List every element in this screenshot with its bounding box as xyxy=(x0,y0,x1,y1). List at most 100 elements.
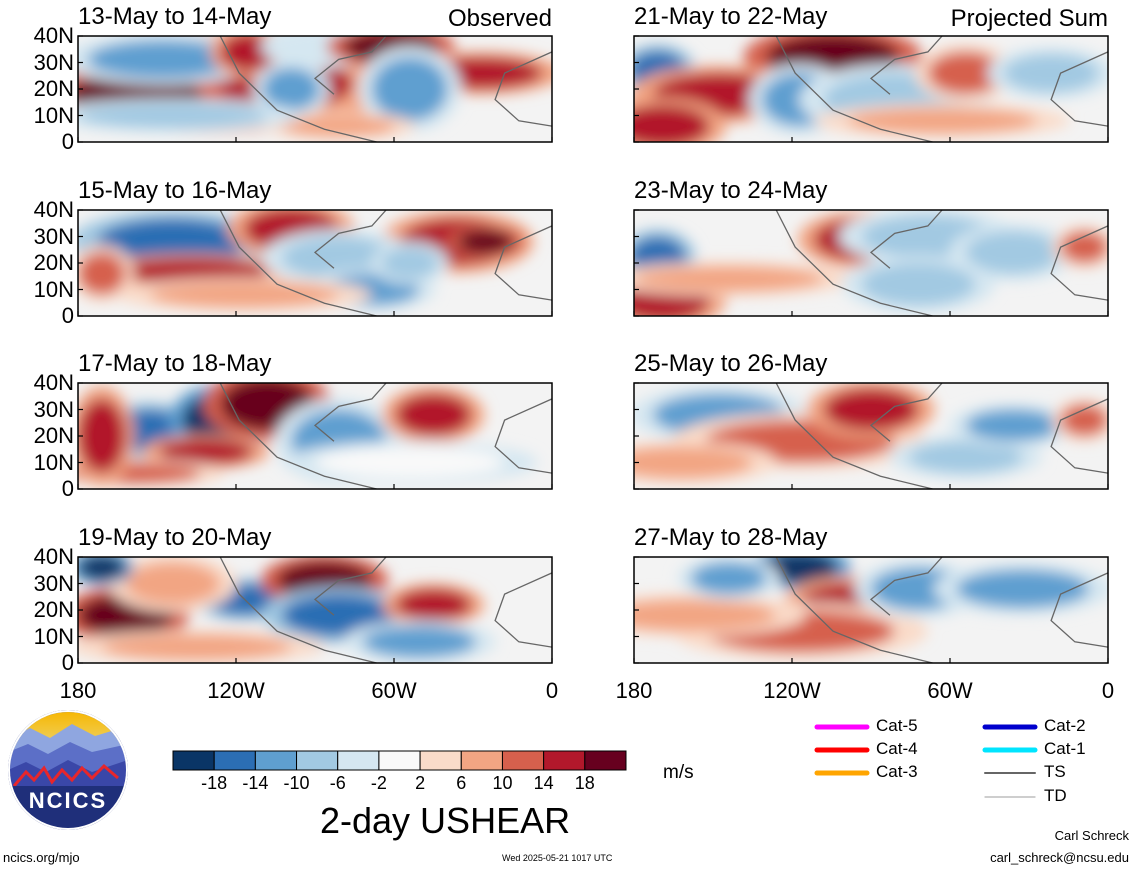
colorbar-swatch xyxy=(378,750,421,771)
shading-core xyxy=(87,40,240,79)
map-panel xyxy=(77,209,553,317)
map-panel xyxy=(77,382,553,490)
shading-core xyxy=(395,588,472,621)
map-panel xyxy=(77,556,553,664)
footer-site: ncics.org/mjo xyxy=(3,850,80,865)
lat-tick-label: 0 xyxy=(61,476,74,501)
storm-legend-label: Cat-1 xyxy=(1044,739,1086,758)
panel-title: 25-May to 26-May xyxy=(634,350,828,377)
storm-legend xyxy=(814,724,1038,798)
shading-core xyxy=(78,102,268,129)
colorbar-label: 10 xyxy=(492,773,513,793)
lat-tick-label: 20N xyxy=(33,597,74,622)
colorbar-label: 2 xyxy=(415,773,426,793)
storm-legend-label: Cat-3 xyxy=(876,762,918,781)
storm-legend-label: Cat-4 xyxy=(876,739,918,758)
panel-title: 13-May to 14-May xyxy=(78,3,272,30)
colorbar-label: 6 xyxy=(456,773,467,793)
map-panel xyxy=(633,556,1109,664)
column-tag: Observed xyxy=(447,5,552,32)
map-panel xyxy=(633,382,1109,490)
colorbar-swatch xyxy=(584,750,627,771)
ncics-logo xyxy=(8,710,128,830)
panel-title: 17-May to 18-May xyxy=(78,350,272,377)
lat-tick-label: 40N xyxy=(33,370,74,395)
lon-tick-label: 120W xyxy=(207,678,265,703)
coastline xyxy=(219,210,552,316)
map-panel xyxy=(77,35,553,143)
lon-tick-label: 60W xyxy=(371,678,417,703)
coastline xyxy=(219,557,552,663)
colorbar-swatch xyxy=(543,750,586,771)
colorbar-swatch xyxy=(254,750,298,771)
lat-tick-label: 40N xyxy=(33,197,74,222)
footer-timestamp: Wed 2025-05-21 1017 UTC xyxy=(502,853,613,863)
shading-core xyxy=(158,439,254,465)
colorbar-swatch xyxy=(501,750,545,771)
lon-tick-label: 180 xyxy=(615,678,653,703)
shading-core xyxy=(281,594,396,637)
shading-core xyxy=(634,599,777,632)
shading-core xyxy=(956,569,1090,608)
coastline xyxy=(775,557,1108,663)
shading-core xyxy=(847,108,1037,134)
panel-title: 21-May to 22-May xyxy=(634,3,828,30)
lat-tick-label: 30N xyxy=(33,396,74,422)
lat-tick-label: 10N xyxy=(33,102,74,128)
panel-title: 19-May to 20-May xyxy=(78,524,272,551)
storm-legend-label: Cat-2 xyxy=(1044,716,1086,735)
map-panel xyxy=(633,209,1109,317)
lat-tick-label: 10N xyxy=(33,623,74,649)
chart-title: 2-day USHEAR xyxy=(320,800,571,841)
logo-text: NCICS xyxy=(28,788,108,813)
lon-tick-label: 180 xyxy=(59,678,97,703)
lat-tick-label: 10N xyxy=(33,276,74,302)
lon-tick-label: 60W xyxy=(927,678,973,703)
colorbar xyxy=(172,750,627,771)
colorbar-label: -2 xyxy=(370,773,387,793)
shading-core xyxy=(1060,404,1108,436)
lat-tick-label: 30N xyxy=(33,223,74,249)
coastline xyxy=(219,36,552,142)
coastline xyxy=(775,383,1108,489)
shading-core xyxy=(634,446,753,479)
lat-tick-label: 10N xyxy=(33,449,74,475)
footer-author: Carl Schreck xyxy=(1054,828,1129,843)
lon-tick-label: 0 xyxy=(545,678,559,703)
shading-core xyxy=(101,634,292,660)
colorbar-swatch xyxy=(213,750,256,771)
panel-title: 27-May to 28-May xyxy=(634,524,828,551)
shading-core xyxy=(1060,231,1108,263)
storm-legend-label: TD xyxy=(1044,786,1067,805)
coastline xyxy=(219,383,552,489)
shading-core xyxy=(149,282,339,308)
coastline xyxy=(775,210,1108,316)
map-panel xyxy=(633,35,1109,143)
shading-core xyxy=(125,562,221,605)
shading-core xyxy=(262,67,320,111)
shading-core xyxy=(634,266,824,292)
colorbar-swatch xyxy=(419,750,462,771)
shading-core xyxy=(965,231,1061,274)
shading-core xyxy=(78,557,126,581)
shading-core xyxy=(761,557,838,584)
shading-core xyxy=(281,115,396,137)
lat-tick-label: 40N xyxy=(33,23,74,48)
lat-tick-label: 20N xyxy=(33,250,74,275)
coastline xyxy=(775,36,1108,142)
lat-tick-label: 0 xyxy=(61,650,74,675)
panel-title: 15-May to 16-May xyxy=(78,177,272,204)
storm-legend-label: Cat-5 xyxy=(876,716,918,735)
shading-core xyxy=(362,625,477,658)
shading-core xyxy=(381,247,439,279)
shading-core xyxy=(965,409,1061,442)
storm-legend-label: TS xyxy=(1044,762,1066,781)
lat-tick-label: 20N xyxy=(33,423,74,448)
shading-core xyxy=(690,562,767,595)
colorbar-label: 14 xyxy=(533,773,554,793)
shading-core xyxy=(634,104,710,142)
shading-core xyxy=(823,388,919,431)
lon-tick-label: 120W xyxy=(763,678,821,703)
colorbar-swatch xyxy=(296,750,339,771)
